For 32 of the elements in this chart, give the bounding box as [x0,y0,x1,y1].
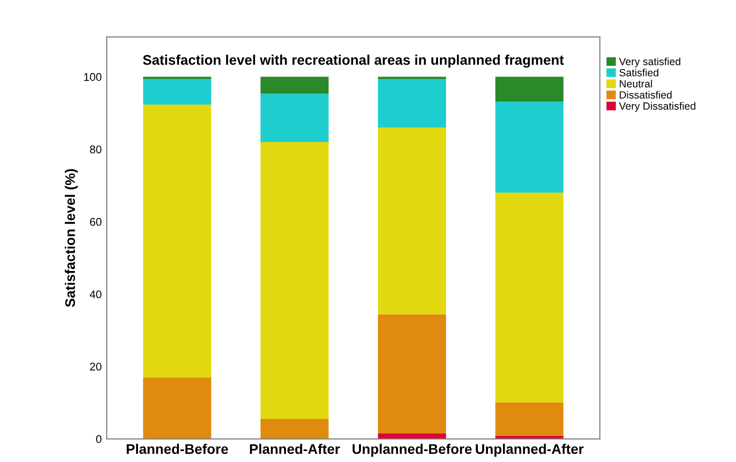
y-tick-label: 40 [90,290,102,298]
x-tick-label: Unplanned-After [476,444,584,457]
bar [495,402,564,436]
x-tick-label: Unplanned-Before [352,444,472,457]
bar [495,192,564,402]
bar [378,314,446,434]
bar [143,78,212,105]
y-tick-label: 60 [90,218,102,226]
x-tick-label: Planned-After [250,444,340,454]
y-tick-label: 0 [96,435,102,444]
bar [495,76,564,102]
x-tick-label: Planned-Before [126,444,228,454]
y-tick-label: 80 [90,145,102,154]
text: Satisfaction level with recreational areas in unplanned fragment [142,54,564,68]
y-tick-label: 100 [84,73,102,81]
legend-label: Dissatisfied [620,90,672,99]
legend-label: Satisfied [619,68,658,76]
bar [143,104,212,378]
y-axis-title: Satisfaction level (%) [64,169,78,307]
legend-label: Neutral [620,80,652,88]
bar [260,76,329,94]
bar [260,94,329,142]
y-tick-label: 20 [90,362,102,371]
bar [378,433,446,439]
bar [143,377,212,439]
bar [378,127,446,314]
bar [260,142,329,419]
legend-label: Very satisfied [619,58,680,68]
legend-label: Very Dissatisfied [619,102,696,112]
bar [260,418,329,439]
bar [495,102,564,193]
bar [378,78,446,128]
